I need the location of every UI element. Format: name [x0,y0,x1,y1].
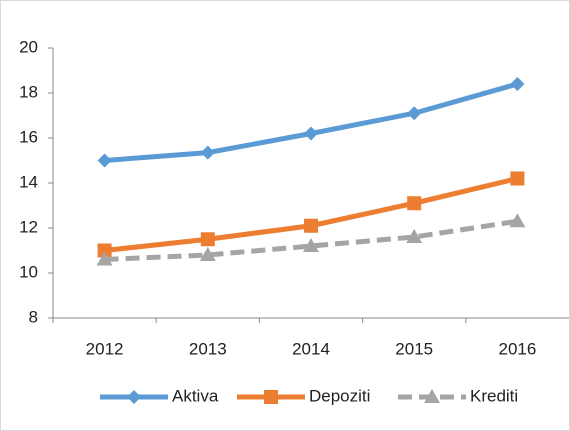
marker [97,243,112,258]
series-line [104,218,518,262]
marker [96,251,113,266]
marker [200,232,215,247]
marker [509,213,526,228]
y-tick-label: 12 [19,217,38,236]
marker [510,171,525,186]
marker [407,196,422,211]
marker [199,247,216,261]
y-tick-label: 10 [19,262,38,281]
y-tick-label: 18 [19,82,38,101]
x-tick-label: 2015 [395,339,433,358]
marker [200,145,215,160]
y-tick-label: 16 [19,127,38,146]
marker [510,77,525,91]
marker [127,390,141,404]
legend-label: Aktiva [172,386,219,405]
x-tick-label: 2013 [189,339,227,358]
marker [407,106,422,121]
legend-label: Krediti [470,386,518,405]
marker [304,218,318,233]
legend-label: Depoziti [309,386,370,405]
marker [304,126,318,141]
y-tick-label: 14 [19,172,38,191]
marker [406,229,423,243]
marker [303,238,319,252]
marker [424,389,440,403]
x-tick-label: 2016 [498,339,536,358]
y-tick-label: 20 [19,37,38,56]
x-tick-label: 2014 [292,339,330,358]
marker [97,153,112,168]
y-tick-label: 8 [29,307,38,326]
marker [264,390,278,404]
x-tick-label: 2012 [86,339,124,358]
